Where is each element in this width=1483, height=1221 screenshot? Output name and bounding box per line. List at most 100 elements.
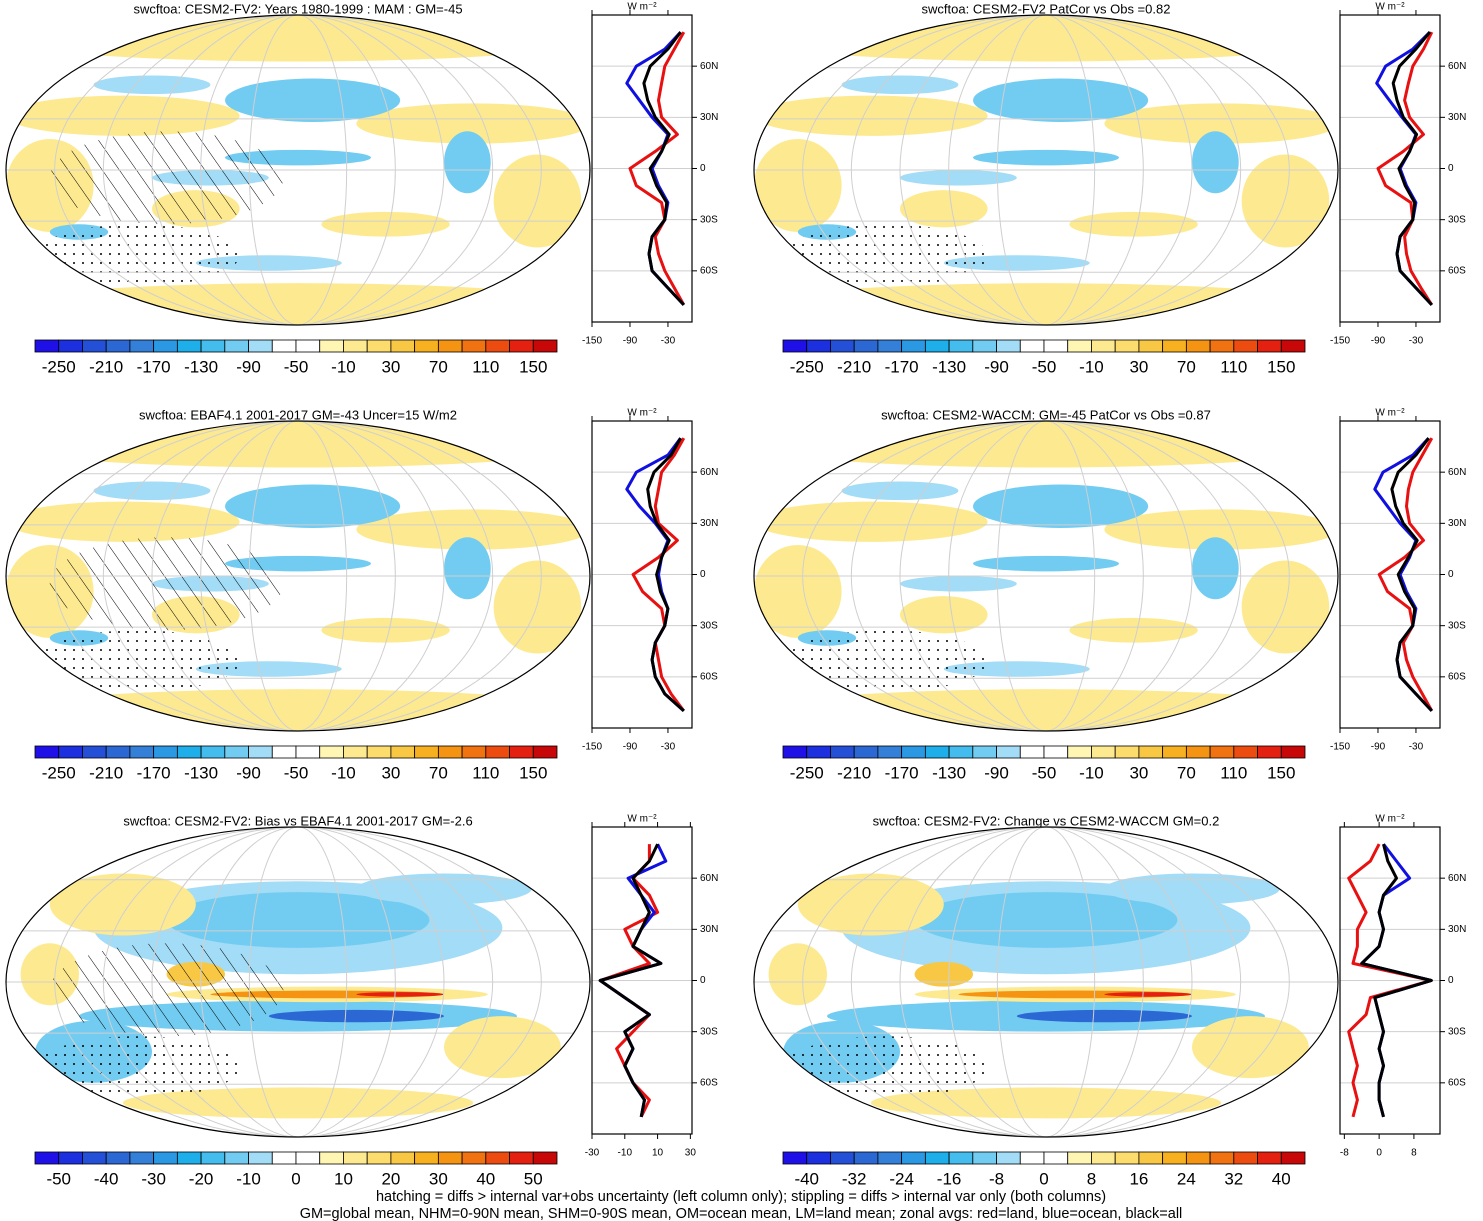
x-tick-label: -90 <box>1371 742 1386 753</box>
colorbar-box <box>176 745 202 759</box>
colorbar-box <box>1209 1151 1235 1165</box>
colorbar-label: 150 <box>1267 763 1295 782</box>
map-patch <box>797 873 944 936</box>
colorbar-box <box>414 339 439 353</box>
map-patch <box>1192 131 1239 194</box>
colorbar-label: -10 <box>1079 763 1104 782</box>
colorbar-box <box>1185 1151 1211 1165</box>
colorbar-box <box>366 745 392 759</box>
colorbar-box <box>366 339 392 353</box>
map-patch <box>973 149 1119 166</box>
colorbar-box <box>1067 1151 1092 1165</box>
y-tick-label: 60N <box>700 467 718 478</box>
colorbar-label: -210 <box>89 357 123 376</box>
colorbar-box <box>461 745 487 759</box>
colorbar-label: -10 <box>331 763 356 782</box>
colorbar-box <box>877 1151 903 1165</box>
colorbar-label: -10 <box>331 357 356 376</box>
zonal-line <box>631 437 686 712</box>
colorbar-box <box>153 339 178 353</box>
map-patch <box>973 78 1149 122</box>
colorbar-label: -40 <box>94 1169 119 1188</box>
colorbar-box <box>485 1151 510 1165</box>
panel: swcftoa: CESM2-WACCM: GM=-45 PatCor vs O… <box>753 407 1466 782</box>
map-patch <box>356 103 590 144</box>
colorbar-box <box>414 1151 439 1165</box>
hatching <box>49 537 284 631</box>
colorbar-box <box>1280 1151 1306 1165</box>
colorbar-box <box>295 745 321 759</box>
colorbar-box <box>176 339 202 353</box>
map-patch <box>268 1009 444 1023</box>
colorbar-box <box>853 339 879 353</box>
x-tick-label: -30 <box>661 336 676 347</box>
panel: swcftoa: CESM2-FV2: Bias vs EBAF4.1 2001… <box>5 813 718 1188</box>
colorbar-box <box>224 745 249 759</box>
y-tick-label: 0 <box>700 163 706 174</box>
colorbar-box <box>1257 745 1282 759</box>
colorbar-box <box>1162 339 1187 353</box>
colorbar-box <box>1257 1151 1282 1165</box>
colorbar-box <box>129 1151 155 1165</box>
colorbar-box <box>948 745 974 759</box>
map-patch <box>841 75 959 95</box>
map-patch <box>1227 851 1274 865</box>
colorbar-label: 150 <box>1267 357 1295 376</box>
x-tick-label: -90 <box>623 742 638 753</box>
map-patch <box>321 211 450 237</box>
x-tick-label: 0 <box>1376 1148 1382 1159</box>
stippling <box>783 224 988 287</box>
colorbar-box <box>1209 339 1235 353</box>
colorbar-label: -90 <box>236 763 261 782</box>
colorbar-box <box>343 339 368 353</box>
colorbar-label: 30 <box>1129 357 1148 376</box>
colorbar-box <box>224 339 249 353</box>
units-label: W m⁻² <box>627 2 657 13</box>
colorbar-box <box>1043 745 1069 759</box>
colorbar-box <box>200 745 226 759</box>
hatching <box>49 943 284 1037</box>
colorbar-box <box>343 745 368 759</box>
y-tick-label: 60S <box>700 671 718 682</box>
colorbar-box <box>461 1151 487 1165</box>
colorbar-box <box>830 745 855 759</box>
plot-frame <box>1339 826 1441 1135</box>
colorbar-box <box>1091 1151 1116 1165</box>
colorbar-label: -50 <box>284 763 309 782</box>
colorbar-box <box>390 1151 416 1165</box>
zonal-line <box>1390 437 1433 712</box>
colorbar-box <box>1280 745 1306 759</box>
colorbar-box <box>58 745 83 759</box>
map-patch <box>870 1087 1222 1119</box>
colorbar-label: 8 <box>1087 1169 1096 1188</box>
panel-title: swcftoa: CESM2-FV2: Years 1980-1999 : MA… <box>133 1 462 16</box>
colorbar-box <box>996 745 1021 759</box>
x-tick-label: 8 <box>1411 1148 1417 1159</box>
x-tick-label: -30 <box>585 1148 600 1159</box>
x-tick-label: 30 <box>685 1148 697 1159</box>
colorbar-label: 110 <box>1220 763 1247 782</box>
map-patch <box>444 131 491 194</box>
map-patch <box>973 484 1149 528</box>
colorbar-label: -10 <box>1079 357 1104 376</box>
zonal-line <box>1360 843 1433 1118</box>
colorbar-label: -10 <box>236 1169 261 1188</box>
colorbar-label: -250 <box>790 357 824 376</box>
colorbar-box <box>366 1151 392 1165</box>
colorbar-label: -50 <box>284 357 309 376</box>
map-patch <box>1104 103 1338 144</box>
x-tick-label: -150 <box>582 742 602 753</box>
colorbar-box <box>1114 1151 1140 1165</box>
colorbar-label: -250 <box>42 357 76 376</box>
colorbar-box <box>1067 745 1092 759</box>
map-patch <box>93 75 211 95</box>
y-tick-label: 30N <box>1448 518 1466 529</box>
colorbar-label: 70 <box>429 357 448 376</box>
colorbar-label: 40 <box>1272 1169 1291 1188</box>
x-tick-label: -30 <box>1409 742 1424 753</box>
x-tick-label: -90 <box>623 336 638 347</box>
panel-title: swcftoa: CESM2-WACCM: GM=-45 PatCor vs O… <box>881 407 1211 422</box>
colorbar-box <box>82 1151 107 1165</box>
map-patch <box>754 545 842 638</box>
map-patch <box>768 943 827 1006</box>
